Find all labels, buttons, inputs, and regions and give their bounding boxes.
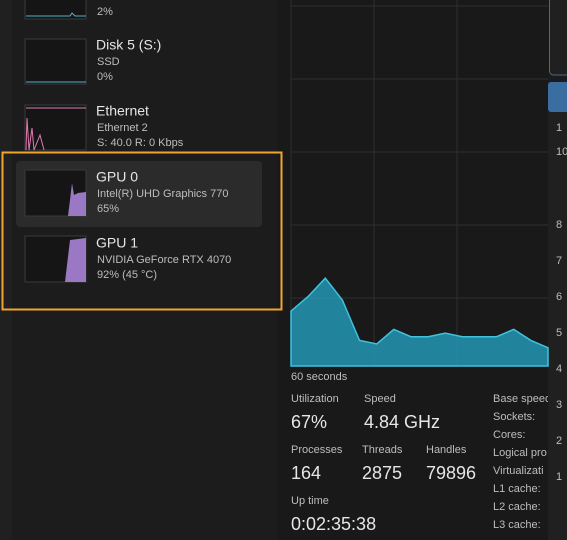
right-label: 6 <box>556 291 562 303</box>
item-value: 2% <box>97 6 113 18</box>
right-label: 1 <box>556 122 562 134</box>
detail-label: Virtualizati <box>493 465 544 477</box>
right-card <box>549 0 567 76</box>
right-label: 4 <box>556 363 562 375</box>
stat-value: 2875 <box>362 463 402 483</box>
stat-value: 79896 <box>426 463 476 483</box>
item-value: S: 40.0 R: 0 Kbps <box>97 137 184 149</box>
right-label: 7 <box>556 255 562 267</box>
stat-label: Threads <box>362 444 403 456</box>
item-value: 0% <box>97 71 113 83</box>
detail-label: Base speed <box>493 393 551 405</box>
item-subtitle: Ethernet 2 <box>97 122 148 134</box>
item-title: GPU 1 <box>96 235 138 251</box>
detail-label: Cores: <box>493 429 525 441</box>
detail-label: L1 cache: <box>493 483 541 495</box>
item-title: Ethernet <box>96 103 149 119</box>
right-label: 8 <box>556 219 562 231</box>
right-label: 10 <box>556 146 567 158</box>
item-value: 65% <box>97 203 119 215</box>
stat-label: Handles <box>426 444 467 456</box>
highlight-box <box>1 151 283 311</box>
item-subtitle: SSD <box>97 56 120 68</box>
right-label: 1 <box>556 471 562 483</box>
detail-label: L2 cache: <box>493 501 541 513</box>
item-title: GPU 0 <box>96 169 138 185</box>
thumbnails <box>24 0 87 283</box>
right-label: 3 <box>556 399 562 411</box>
time-label: 60 seconds <box>291 371 348 383</box>
detail-label: Sockets: <box>493 411 535 423</box>
item-subtitle: Intel(R) UHD Graphics 770 <box>97 188 228 200</box>
item-subtitle: NVIDIA GeForce RTX 4070 <box>97 254 231 266</box>
detail-label: L3 cache: <box>493 519 541 531</box>
stat-label: Processes <box>291 444 343 456</box>
stat-value: 4.84 GHz <box>364 412 440 432</box>
cpu-graph <box>290 277 549 367</box>
detail-label: Logical pro <box>493 447 547 459</box>
right-label: 2 <box>556 435 562 447</box>
stat-value: 67% <box>291 412 327 432</box>
right-tab <box>548 82 567 112</box>
graph-grid <box>290 0 548 366</box>
stat-label: Up time <box>291 495 329 507</box>
item-title: Disk 5 (S:) <box>96 37 161 53</box>
stat-label: Speed <box>364 393 396 405</box>
stat-label: Utilization <box>291 393 339 405</box>
stat-value: 164 <box>291 463 321 483</box>
right-label: 5 <box>556 327 562 339</box>
perf-pane <box>277 0 549 540</box>
nav-strip <box>0 0 12 540</box>
right-pane <box>548 112 567 540</box>
stat-value: 0:02:35:38 <box>291 514 376 534</box>
item-value: 92% (45 °C) <box>97 269 157 281</box>
